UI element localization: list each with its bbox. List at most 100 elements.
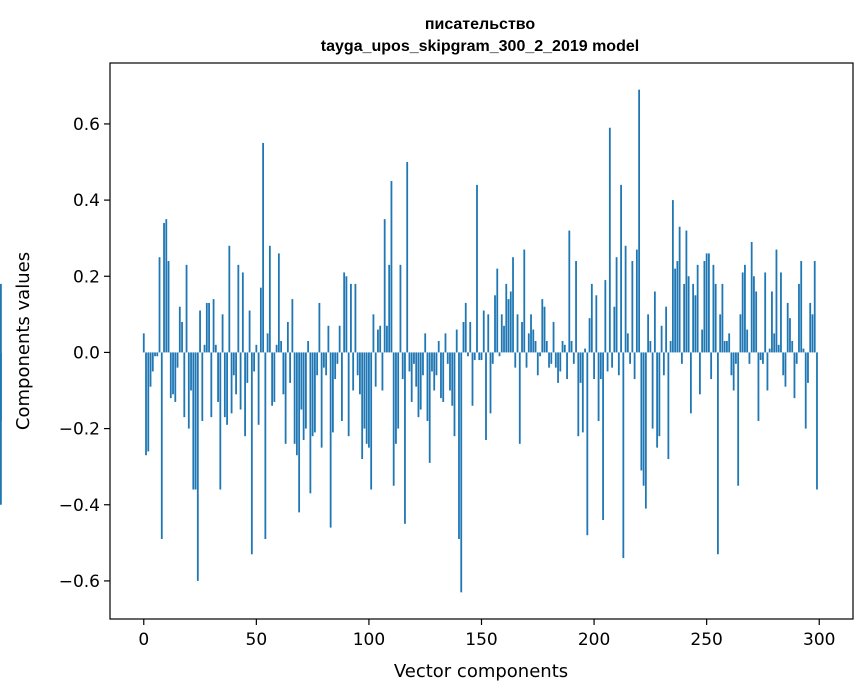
bar-19 xyxy=(185,264,188,353)
bar-262 xyxy=(732,352,735,391)
bar-277 xyxy=(766,352,769,391)
bar-73 xyxy=(307,341,310,353)
bar-21 xyxy=(190,352,192,391)
bar-58 xyxy=(273,352,276,402)
bar-191 xyxy=(572,352,575,364)
bar-32 xyxy=(214,344,217,353)
bar-202 xyxy=(597,352,600,421)
bar-7 xyxy=(158,257,161,353)
bar-248 xyxy=(701,329,704,353)
bar-65 xyxy=(289,352,292,383)
bar-72 xyxy=(304,352,307,429)
bar-55 xyxy=(266,333,269,353)
bar-265 xyxy=(739,314,742,353)
bar-128 xyxy=(431,352,433,372)
bar-276 xyxy=(764,272,767,353)
bar-0 xyxy=(142,333,145,353)
bar-81 xyxy=(325,352,328,376)
bar-165 xyxy=(514,352,517,368)
bar-103 xyxy=(374,352,377,387)
bar-154 xyxy=(489,352,492,414)
bar-93 xyxy=(352,352,355,391)
bar-70 xyxy=(300,352,303,410)
bar-199 xyxy=(590,283,593,353)
bar-177 xyxy=(541,299,544,353)
bar-14 xyxy=(174,352,177,402)
bar-75 xyxy=(311,352,314,437)
bar-120 xyxy=(413,352,415,364)
bar-99 xyxy=(365,352,368,444)
bar-231 xyxy=(662,352,665,376)
bar-271 xyxy=(753,276,755,353)
bar-281 xyxy=(775,249,778,353)
bar-296 xyxy=(809,302,812,353)
chart-title: писательство xyxy=(425,16,536,33)
bar-258 xyxy=(723,341,726,353)
bar-42 xyxy=(237,264,240,353)
bar-157 xyxy=(496,268,499,353)
bar-152 xyxy=(485,352,487,441)
bar-83 xyxy=(329,352,332,528)
bar-219 xyxy=(635,249,638,353)
bar-105 xyxy=(379,325,382,353)
bar-15 xyxy=(176,352,179,368)
bar-6 xyxy=(156,352,159,357)
bar-290 xyxy=(795,352,798,364)
bar-267 xyxy=(744,264,746,353)
bar-41 xyxy=(235,352,237,395)
bar-121 xyxy=(415,352,418,387)
bar-138 xyxy=(453,352,456,437)
bar-5 xyxy=(154,352,156,357)
bar-161 xyxy=(505,283,508,353)
bar-66 xyxy=(291,299,294,353)
bar-139 xyxy=(455,329,458,353)
bar-224 xyxy=(647,314,650,353)
bar-149 xyxy=(478,352,481,361)
x-tick-label: 250 xyxy=(690,630,722,650)
bar-170 xyxy=(525,352,528,368)
bar-133 xyxy=(442,352,445,402)
bar-166 xyxy=(516,314,519,353)
y-tick-label: 0.6 xyxy=(73,115,100,135)
x-axis-ticks: 0 50 100 150 200 250 300 xyxy=(138,619,835,650)
bar-114 xyxy=(399,264,402,353)
bar-108 xyxy=(386,325,388,353)
bar-135 xyxy=(446,352,449,364)
bar-279 xyxy=(771,291,773,353)
bar-134 xyxy=(444,333,447,353)
bar-38 xyxy=(228,245,231,353)
bar-122 xyxy=(417,352,420,418)
bar-31 xyxy=(212,299,215,353)
bar-220 xyxy=(638,89,641,353)
bar-280 xyxy=(773,333,776,353)
bar-266 xyxy=(741,272,744,353)
bar-226 xyxy=(651,352,654,429)
bar-288 xyxy=(791,341,794,353)
bar-250 xyxy=(705,253,708,353)
bar-172 xyxy=(530,314,532,353)
bar-82 xyxy=(327,325,330,353)
bar-244 xyxy=(692,283,695,353)
bar-297 xyxy=(811,314,814,353)
y-tick-label: −0.2 xyxy=(59,420,100,440)
bar-241 xyxy=(685,230,688,353)
bar-20 xyxy=(187,352,190,429)
bar-131 xyxy=(437,341,440,353)
bar-206 xyxy=(606,352,609,372)
bar-50 xyxy=(255,344,258,353)
bar-116 xyxy=(404,352,406,524)
bar-257 xyxy=(721,283,724,353)
bar-84 xyxy=(332,352,334,433)
bar-222 xyxy=(642,352,645,486)
bar-112 xyxy=(395,352,397,444)
bar-94 xyxy=(354,283,357,353)
bar-107 xyxy=(383,219,386,353)
bar-96 xyxy=(359,352,361,395)
bar-169 xyxy=(523,249,526,353)
bar-51 xyxy=(257,352,260,425)
bar-54 xyxy=(264,352,267,540)
bar-223 xyxy=(644,352,647,509)
bar-87 xyxy=(338,325,341,353)
bar-97 xyxy=(361,352,364,460)
bar-39 xyxy=(230,352,233,414)
